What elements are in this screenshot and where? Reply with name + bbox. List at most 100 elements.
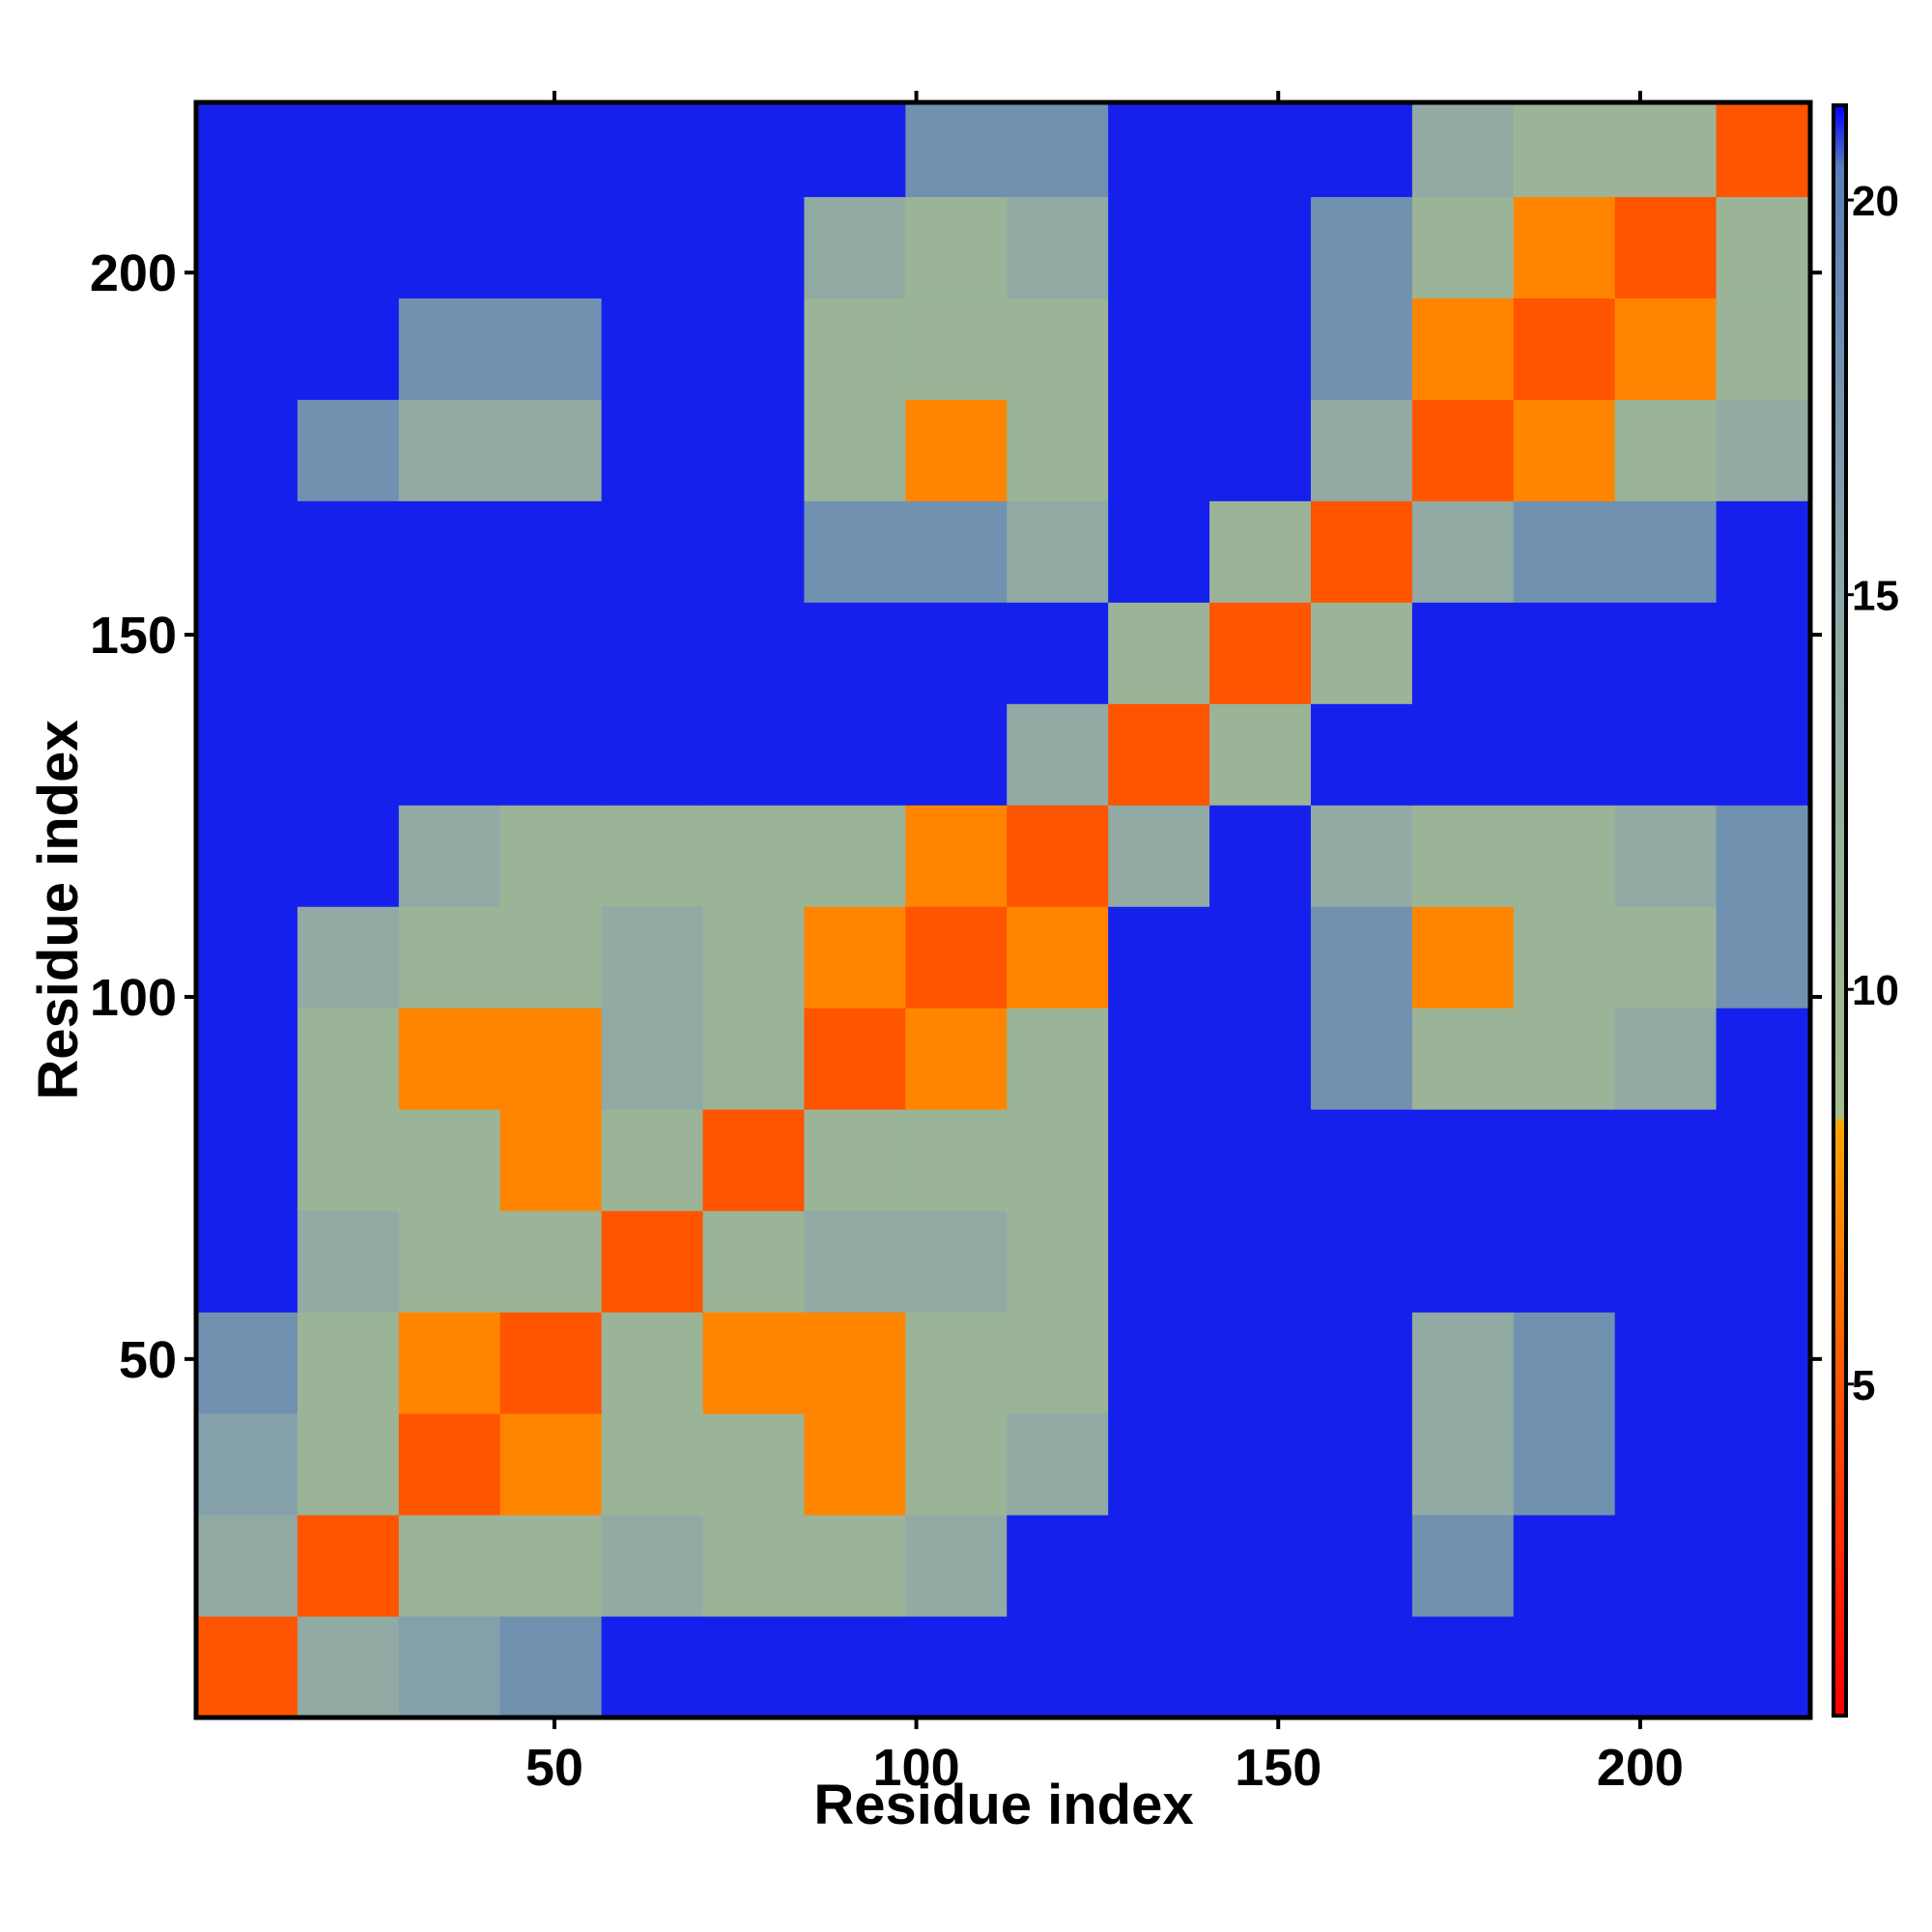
heatmap-cell [1411, 1210, 1515, 1313]
heatmap-cell [1716, 602, 1811, 704]
heatmap-cell [398, 399, 501, 501]
heatmap-cell [1007, 906, 1109, 1009]
heatmap-cell [804, 500, 906, 603]
heatmap-cell [1614, 1008, 1718, 1110]
heatmap-cell [702, 1210, 805, 1313]
heatmap-cell [1108, 906, 1210, 1009]
heatmap-cell [1108, 1109, 1210, 1211]
heatmap-cell [1614, 500, 1718, 603]
heatmap-cell [1716, 1616, 1811, 1719]
heatmap-cell [1411, 1109, 1515, 1211]
heatmap-cell [499, 196, 603, 298]
heatmap-cell [1007, 1312, 1109, 1414]
heatmap-cell [297, 1008, 400, 1110]
heatmap-cell [1007, 1616, 1109, 1719]
heatmap-cell [1513, 399, 1616, 501]
heatmap-cell [804, 1210, 906, 1313]
heatmap-cell [1716, 906, 1811, 1009]
heatmap-cell [1209, 196, 1312, 298]
heatmap-cell [1513, 196, 1616, 298]
heatmap-cell [601, 1008, 704, 1110]
heatmap-cell [1411, 196, 1515, 298]
heatmap-cell [1614, 703, 1718, 806]
heatmap-cell [398, 602, 501, 704]
heatmap-cell [905, 102, 1008, 197]
heatmap-cell [297, 1109, 400, 1211]
heatmap-cell [196, 906, 298, 1009]
heatmap-cells [196, 102, 1811, 1719]
heatmap-cell [1614, 196, 1718, 298]
heatmap-cell [1108, 102, 1210, 197]
heatmap-cell [1310, 906, 1413, 1009]
heatmap-cell [1411, 298, 1515, 400]
heatmap-cell [297, 196, 400, 298]
heatmap-cell [601, 298, 704, 400]
x-tick-label: 50 [526, 1739, 583, 1797]
colorbar [1832, 103, 1848, 1718]
heatmap-cell [905, 906, 1008, 1009]
heatmap-cell [1007, 1210, 1109, 1313]
heatmap-cell [804, 703, 906, 806]
heatmap-cell [1411, 500, 1515, 603]
heatmap-cell [1716, 1413, 1811, 1516]
heatmap-cell [702, 1616, 805, 1719]
heatmap-cell [1007, 1109, 1109, 1211]
heatmap-cell [601, 102, 704, 197]
heatmap-cell [1513, 1210, 1616, 1313]
heatmap-cell [905, 1312, 1008, 1414]
heatmap-cell [196, 1109, 298, 1211]
heatmap-cell [398, 906, 501, 1009]
heatmap-cell [499, 805, 603, 907]
heatmap-cell [297, 1312, 400, 1414]
heatmap-cell [1310, 602, 1413, 704]
heatmap-cell [1513, 1008, 1616, 1110]
heatmap-cell [1411, 906, 1515, 1009]
heatmap-cell [1614, 1210, 1718, 1313]
heatmap-cell [1108, 500, 1210, 603]
heatmap-cell [1007, 1413, 1109, 1516]
heatmap-cell [1310, 196, 1413, 298]
heatmap-cell [1310, 1616, 1413, 1719]
heatmap-cell [1411, 1008, 1515, 1110]
heatmap-cell [1209, 906, 1312, 1009]
heatmap-cell [1716, 1008, 1811, 1110]
heatmap-cell [1513, 1616, 1616, 1719]
heatmap-cell [1614, 1413, 1718, 1516]
heatmap-cell [196, 399, 298, 501]
heatmap-cell [905, 703, 1008, 806]
heatmap-cell [297, 1413, 400, 1516]
heatmap-cell [196, 102, 298, 197]
heatmap-cell [499, 1413, 603, 1516]
heatmap-cell [398, 196, 501, 298]
heatmap-cell [1209, 1210, 1312, 1313]
heatmap-cell [398, 1210, 501, 1313]
heatmap-cell [1614, 1109, 1718, 1211]
heatmap-cell [1716, 102, 1811, 197]
heatmap-cell [1513, 500, 1616, 603]
heatmap-cell [499, 703, 603, 806]
heatmap-cell [1007, 196, 1109, 298]
heatmap-cell [1209, 703, 1312, 806]
heatmap-cell [905, 602, 1008, 704]
y-tick-label: 100 [90, 969, 177, 1027]
colorbar-tick-label: 5 [1852, 1362, 1875, 1409]
heatmap-cell [1310, 1312, 1413, 1414]
heatmap-cell [804, 1312, 906, 1414]
heatmap-cell [1108, 602, 1210, 704]
heatmap-cell [196, 1312, 298, 1414]
heatmap-cell [1513, 1312, 1616, 1414]
heatmap-cell [905, 805, 1008, 907]
heatmap-cell [1411, 1413, 1515, 1516]
heatmap-cell [1108, 1515, 1210, 1617]
heatmap-cell [398, 1109, 501, 1211]
heatmap-cell [196, 703, 298, 806]
heatmap-cell [398, 500, 501, 603]
heatmap-cell [905, 399, 1008, 501]
heatmap-cell [297, 1515, 400, 1617]
heatmap-cell [196, 196, 298, 298]
heatmap-cell [499, 500, 603, 603]
heatmap-cell [398, 1413, 501, 1516]
heatmap-cell [702, 1109, 805, 1211]
heatmap-cell [1716, 500, 1811, 603]
heatmap-cell [804, 399, 906, 501]
